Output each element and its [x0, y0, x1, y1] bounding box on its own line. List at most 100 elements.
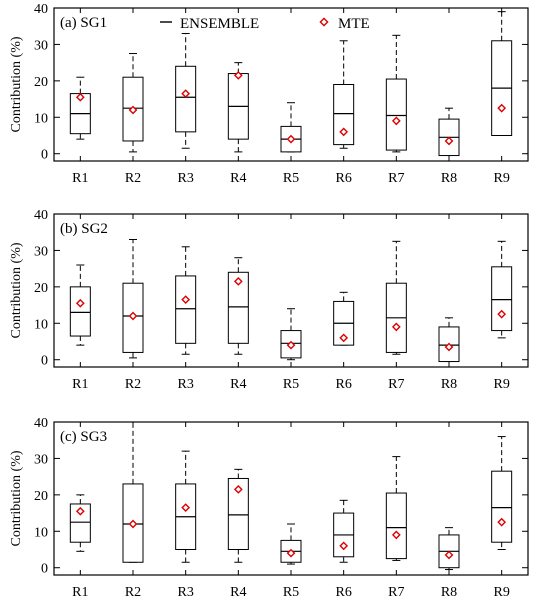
y-tick-label: 0	[41, 562, 48, 577]
y-tick-label: 40	[34, 2, 48, 17]
x-tick-label-r1: R1	[72, 585, 88, 600]
box-r6	[333, 291, 355, 346]
box-r8	[438, 317, 460, 363]
panel-1: 0 10 20 30 40 Contribution (%) R1 R2 R3 R4 R5 R6 R7 R…	[9, 2, 529, 186]
panel-2: 0 10 20 30 40 Contribution (%) R1 R2 R3 R4 R5 R6 R7 R…	[9, 208, 529, 392]
legend-mte-swatch	[319, 17, 329, 27]
mte-marker-r2	[128, 519, 138, 529]
mte-marker-r7	[391, 116, 401, 126]
legend-ensemble-label: ENSEMBLE	[180, 16, 259, 32]
box-r8	[438, 527, 460, 571]
iqr-box	[333, 84, 355, 146]
y-tick-label: 30	[34, 244, 48, 259]
mte-marker-r2	[128, 105, 138, 115]
box-r1	[69, 264, 91, 346]
box-r8	[438, 107, 460, 157]
mte-marker-r9	[497, 309, 507, 319]
iqr-box	[491, 266, 513, 332]
x-tick-label-r6: R6	[335, 171, 351, 186]
box-r3	[175, 33, 197, 149]
x-tick-label-r6: R6	[335, 377, 351, 392]
mte-marker-r7	[391, 530, 401, 540]
y-tick-label: 20	[34, 75, 48, 90]
x-tick-label-r4: R4	[230, 585, 246, 600]
mte-marker-r3	[181, 89, 191, 98]
mte-marker-r9	[497, 103, 507, 113]
box-r7	[385, 34, 407, 153]
box-r3	[175, 246, 197, 355]
box-r7	[385, 456, 407, 561]
iqr-box	[385, 492, 407, 560]
x-tick-label-r9: R9	[493, 377, 509, 392]
x-tick-label-r4: R4	[230, 171, 246, 186]
box-r2	[122, 421, 144, 563]
y-tick-label: 40	[34, 416, 48, 431]
panel-title: (a) SG1	[60, 15, 107, 31]
legend-mte-label: MTE	[338, 16, 370, 32]
x-tick-label-r7: R7	[388, 377, 404, 392]
mte-marker-r2	[128, 311, 138, 321]
box-r2	[122, 53, 144, 153]
x-tick-label-r7: R7	[388, 171, 404, 186]
x-tick-label-r8: R8	[441, 171, 457, 186]
mte-marker-r4	[233, 485, 243, 494]
iqr-box	[175, 65, 197, 133]
iqr-box	[69, 286, 91, 337]
iqr-box	[385, 78, 407, 151]
legend: ENSEMBLE MTE	[160, 16, 370, 32]
box-r5	[280, 102, 302, 153]
x-tick-label-r3: R3	[177, 171, 193, 186]
mte-marker-r7	[391, 322, 401, 332]
iqr-box	[69, 503, 91, 543]
box-r9	[491, 11, 513, 136]
x-tick-label-r3: R3	[177, 377, 193, 392]
x-tick-label-r1: R1	[72, 377, 88, 392]
y-axis-label: Contribution (%)	[9, 36, 24, 132]
mte-marker-r4	[233, 277, 243, 286]
x-tick-label-r5: R5	[283, 171, 299, 186]
mte-marker-r6	[339, 541, 349, 551]
mte-marker-r6	[339, 333, 349, 343]
panel-title: (c) SG3	[60, 429, 107, 445]
x-tick-label-r1: R1	[72, 171, 88, 186]
box-r1	[69, 494, 91, 552]
iqr-box	[227, 477, 249, 551]
y-axis-label: Contribution (%)	[9, 242, 24, 338]
x-tick-label-r2: R2	[125, 171, 141, 186]
mte-marker-r5	[286, 340, 296, 350]
x-tick-label-r7: R7	[388, 585, 404, 600]
x-tick-label-r3: R3	[177, 585, 193, 600]
box-r7	[385, 240, 407, 355]
y-axis-label: Contribution (%)	[9, 450, 24, 546]
x-tick-label-r2: R2	[125, 585, 141, 600]
mte-marker-r4	[233, 71, 243, 80]
x-tick-label-r8: R8	[441, 377, 457, 392]
mte-marker-r8	[444, 136, 454, 146]
y-tick-label: 10	[34, 111, 48, 126]
x-tick-label-r8: R8	[441, 585, 457, 600]
y-tick-label: 0	[41, 148, 48, 163]
box-r4	[227, 468, 249, 563]
box-r6	[333, 499, 355, 563]
box-r1	[69, 76, 91, 140]
y-tick-label: 30	[34, 38, 48, 53]
iqr-box	[491, 470, 513, 543]
x-tick-label-r9: R9	[493, 171, 509, 186]
mte-marker-r1	[75, 298, 85, 308]
y-tick-label: 20	[34, 281, 48, 296]
box-r5	[280, 308, 302, 361]
panel-3: 0 10 20 30 40 Contribution (%) R1 R2 R3 R4 R5 R6 R7 R…	[9, 416, 529, 600]
x-tick-label-r5: R5	[283, 585, 299, 600]
x-tick-label-r5: R5	[283, 377, 299, 392]
y-tick-label: 30	[34, 452, 48, 467]
panel-title: (b) SG2	[60, 221, 108, 237]
y-tick-label: 10	[34, 317, 48, 332]
x-tick-label-r4: R4	[230, 377, 246, 392]
box-r2	[122, 239, 144, 359]
mte-marker-r6	[339, 127, 349, 137]
box-r9	[491, 240, 513, 339]
y-tick-label: 40	[34, 208, 48, 223]
mte-marker-r5	[286, 134, 296, 144]
iqr-box	[175, 275, 197, 344]
